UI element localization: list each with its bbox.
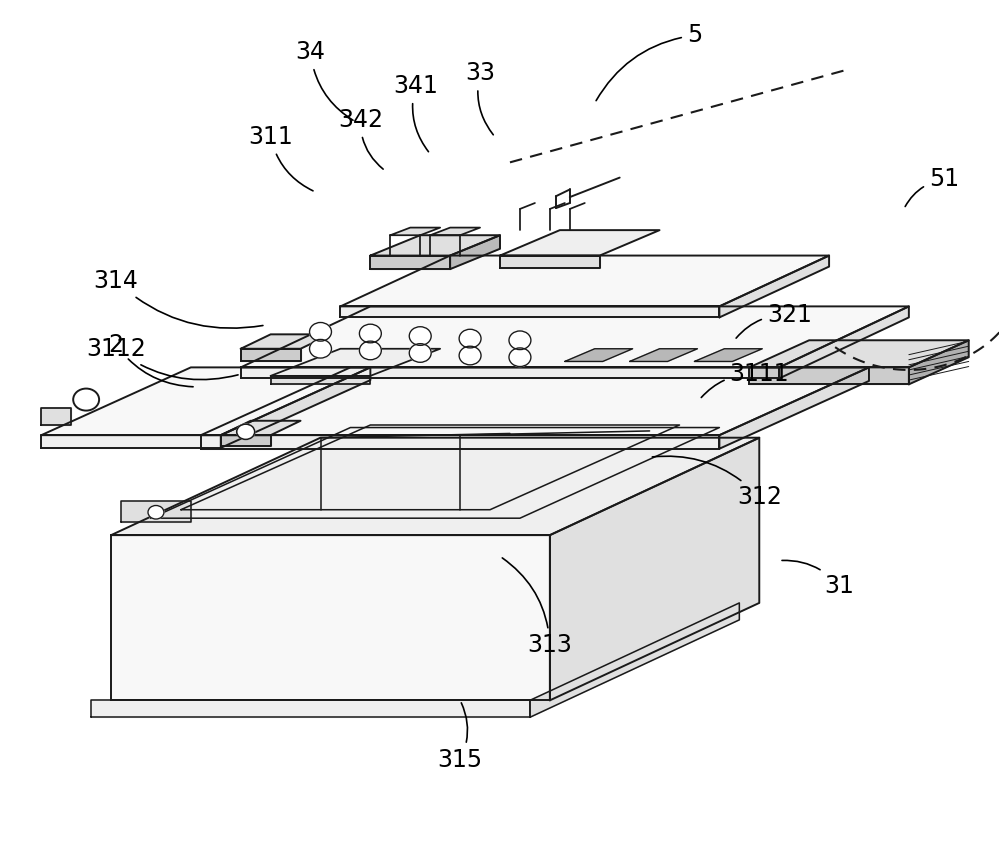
Polygon shape [779,306,909,378]
Circle shape [359,341,381,360]
Polygon shape [565,348,633,361]
Polygon shape [91,700,530,717]
Polygon shape [909,340,969,384]
Circle shape [459,346,481,365]
Polygon shape [749,340,969,367]
Circle shape [359,324,381,343]
Polygon shape [530,603,739,717]
Polygon shape [241,306,909,367]
Circle shape [509,348,531,366]
Polygon shape [121,502,191,523]
Text: 341: 341 [393,74,438,151]
Polygon shape [151,428,719,518]
Circle shape [509,331,531,349]
Polygon shape [111,536,550,700]
Polygon shape [370,235,500,256]
Polygon shape [201,435,719,449]
Polygon shape [41,408,71,425]
Text: 31: 31 [782,560,854,598]
Polygon shape [271,348,440,376]
Circle shape [409,326,431,345]
Text: 3112: 3112 [86,337,238,380]
Polygon shape [694,348,762,361]
Circle shape [148,506,164,519]
Text: 315: 315 [438,703,483,772]
Polygon shape [500,256,600,269]
Text: 3111: 3111 [701,362,789,398]
Text: 2: 2 [109,332,193,387]
Polygon shape [41,367,370,435]
Polygon shape [500,230,660,256]
Polygon shape [450,235,500,269]
Polygon shape [241,367,779,378]
Circle shape [409,343,431,362]
Text: 314: 314 [94,269,263,328]
Polygon shape [630,348,697,361]
Polygon shape [390,228,440,235]
Circle shape [459,329,481,348]
Text: 5: 5 [596,23,702,100]
Polygon shape [221,367,370,448]
Circle shape [310,339,331,358]
Text: 313: 313 [502,558,572,657]
Polygon shape [181,425,680,510]
Polygon shape [221,421,301,435]
Polygon shape [340,256,829,306]
Text: 312: 312 [652,456,782,509]
Polygon shape [430,228,480,235]
Polygon shape [370,256,450,269]
Circle shape [310,322,331,341]
Polygon shape [111,438,759,536]
Text: 311: 311 [248,125,313,191]
Circle shape [73,388,99,411]
Circle shape [237,424,255,439]
Polygon shape [221,435,271,446]
Polygon shape [41,435,221,448]
Polygon shape [241,334,330,348]
Polygon shape [719,367,869,449]
Text: 33: 33 [465,61,495,135]
Text: 51: 51 [905,167,959,207]
Text: 342: 342 [338,108,383,169]
Polygon shape [719,256,829,317]
Polygon shape [749,367,909,384]
Polygon shape [271,376,370,384]
Text: 34: 34 [296,40,353,120]
Polygon shape [201,367,869,435]
Polygon shape [241,348,301,361]
Polygon shape [340,306,719,317]
Polygon shape [550,438,759,700]
Text: 321: 321 [736,303,812,338]
